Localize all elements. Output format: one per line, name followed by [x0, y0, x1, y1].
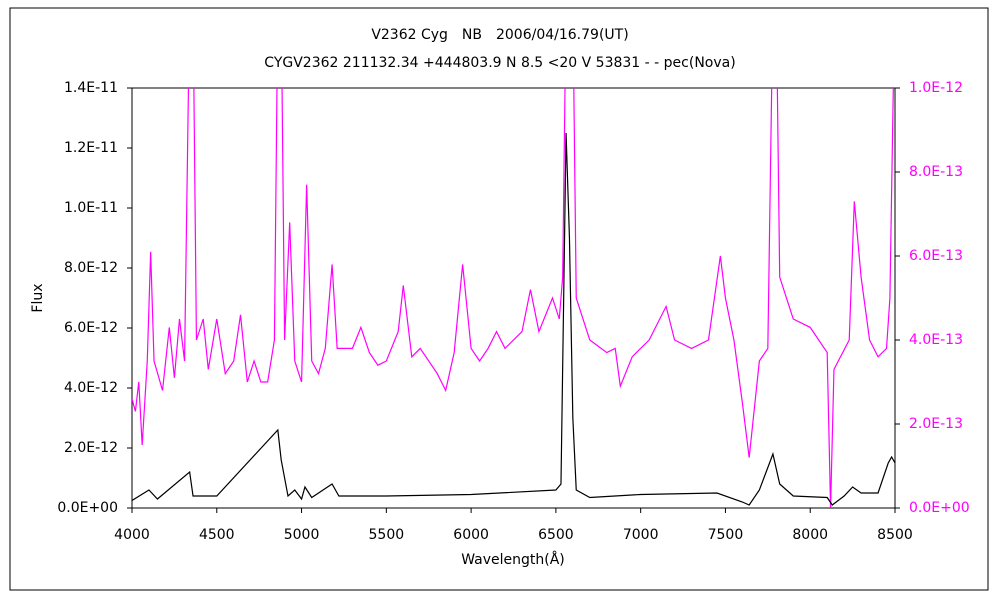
chart-border	[9, 7, 989, 591]
chart-subtitle: CYGV2362 211132.34 +444803.9 N 8.5 <20 V…	[264, 55, 735, 71]
x-tick-label: 7000	[623, 527, 659, 543]
x-tick-label: 6000	[453, 527, 489, 543]
y2-tick-label: 4.0E-13	[909, 332, 963, 348]
y2-tick-label: 6.0E-13	[909, 248, 963, 264]
x-tick-label: 7500	[708, 527, 744, 543]
x-tick-label: 4500	[199, 527, 235, 543]
x-tick-label: 8500	[877, 527, 913, 543]
x-tick-label: 5500	[369, 527, 405, 543]
y2-tick-label: 0.0E+00	[909, 500, 970, 516]
spectrum-line	[132, 132, 895, 506]
x-tick-label: 5000	[284, 527, 320, 543]
y-tick-label: 2.0E-12	[64, 440, 118, 456]
y-tick-label: 1.4E-11	[64, 80, 118, 96]
chart-title: V2362 Cyg NB 2006/04/16.79(UT)	[371, 27, 628, 43]
y-axis-label: Flux	[30, 283, 46, 312]
y2-tick-label: 8.0E-13	[909, 164, 963, 180]
y-tick-label: 1.0E-11	[64, 200, 118, 216]
x-tick-label: 8000	[792, 527, 828, 543]
spectrum-line	[132, 88, 894, 508]
plot-frame	[131, 87, 896, 509]
x-tick-label: 6500	[538, 527, 574, 543]
x-axis-label: Wavelength(Å)	[461, 551, 565, 568]
y-tick-label: 0.0E+00	[57, 500, 118, 516]
y-tick-label: 6.0E-12	[64, 320, 118, 336]
y-tick-label: 1.2E-11	[64, 140, 118, 156]
x-tick-label: 4000	[114, 527, 150, 543]
y2-tick-label: 2.0E-13	[909, 416, 963, 432]
y-tick-label: 4.0E-12	[64, 380, 118, 396]
y2-tick-label: 1.0E-12	[909, 80, 963, 96]
y-tick-label: 8.0E-12	[64, 260, 118, 276]
